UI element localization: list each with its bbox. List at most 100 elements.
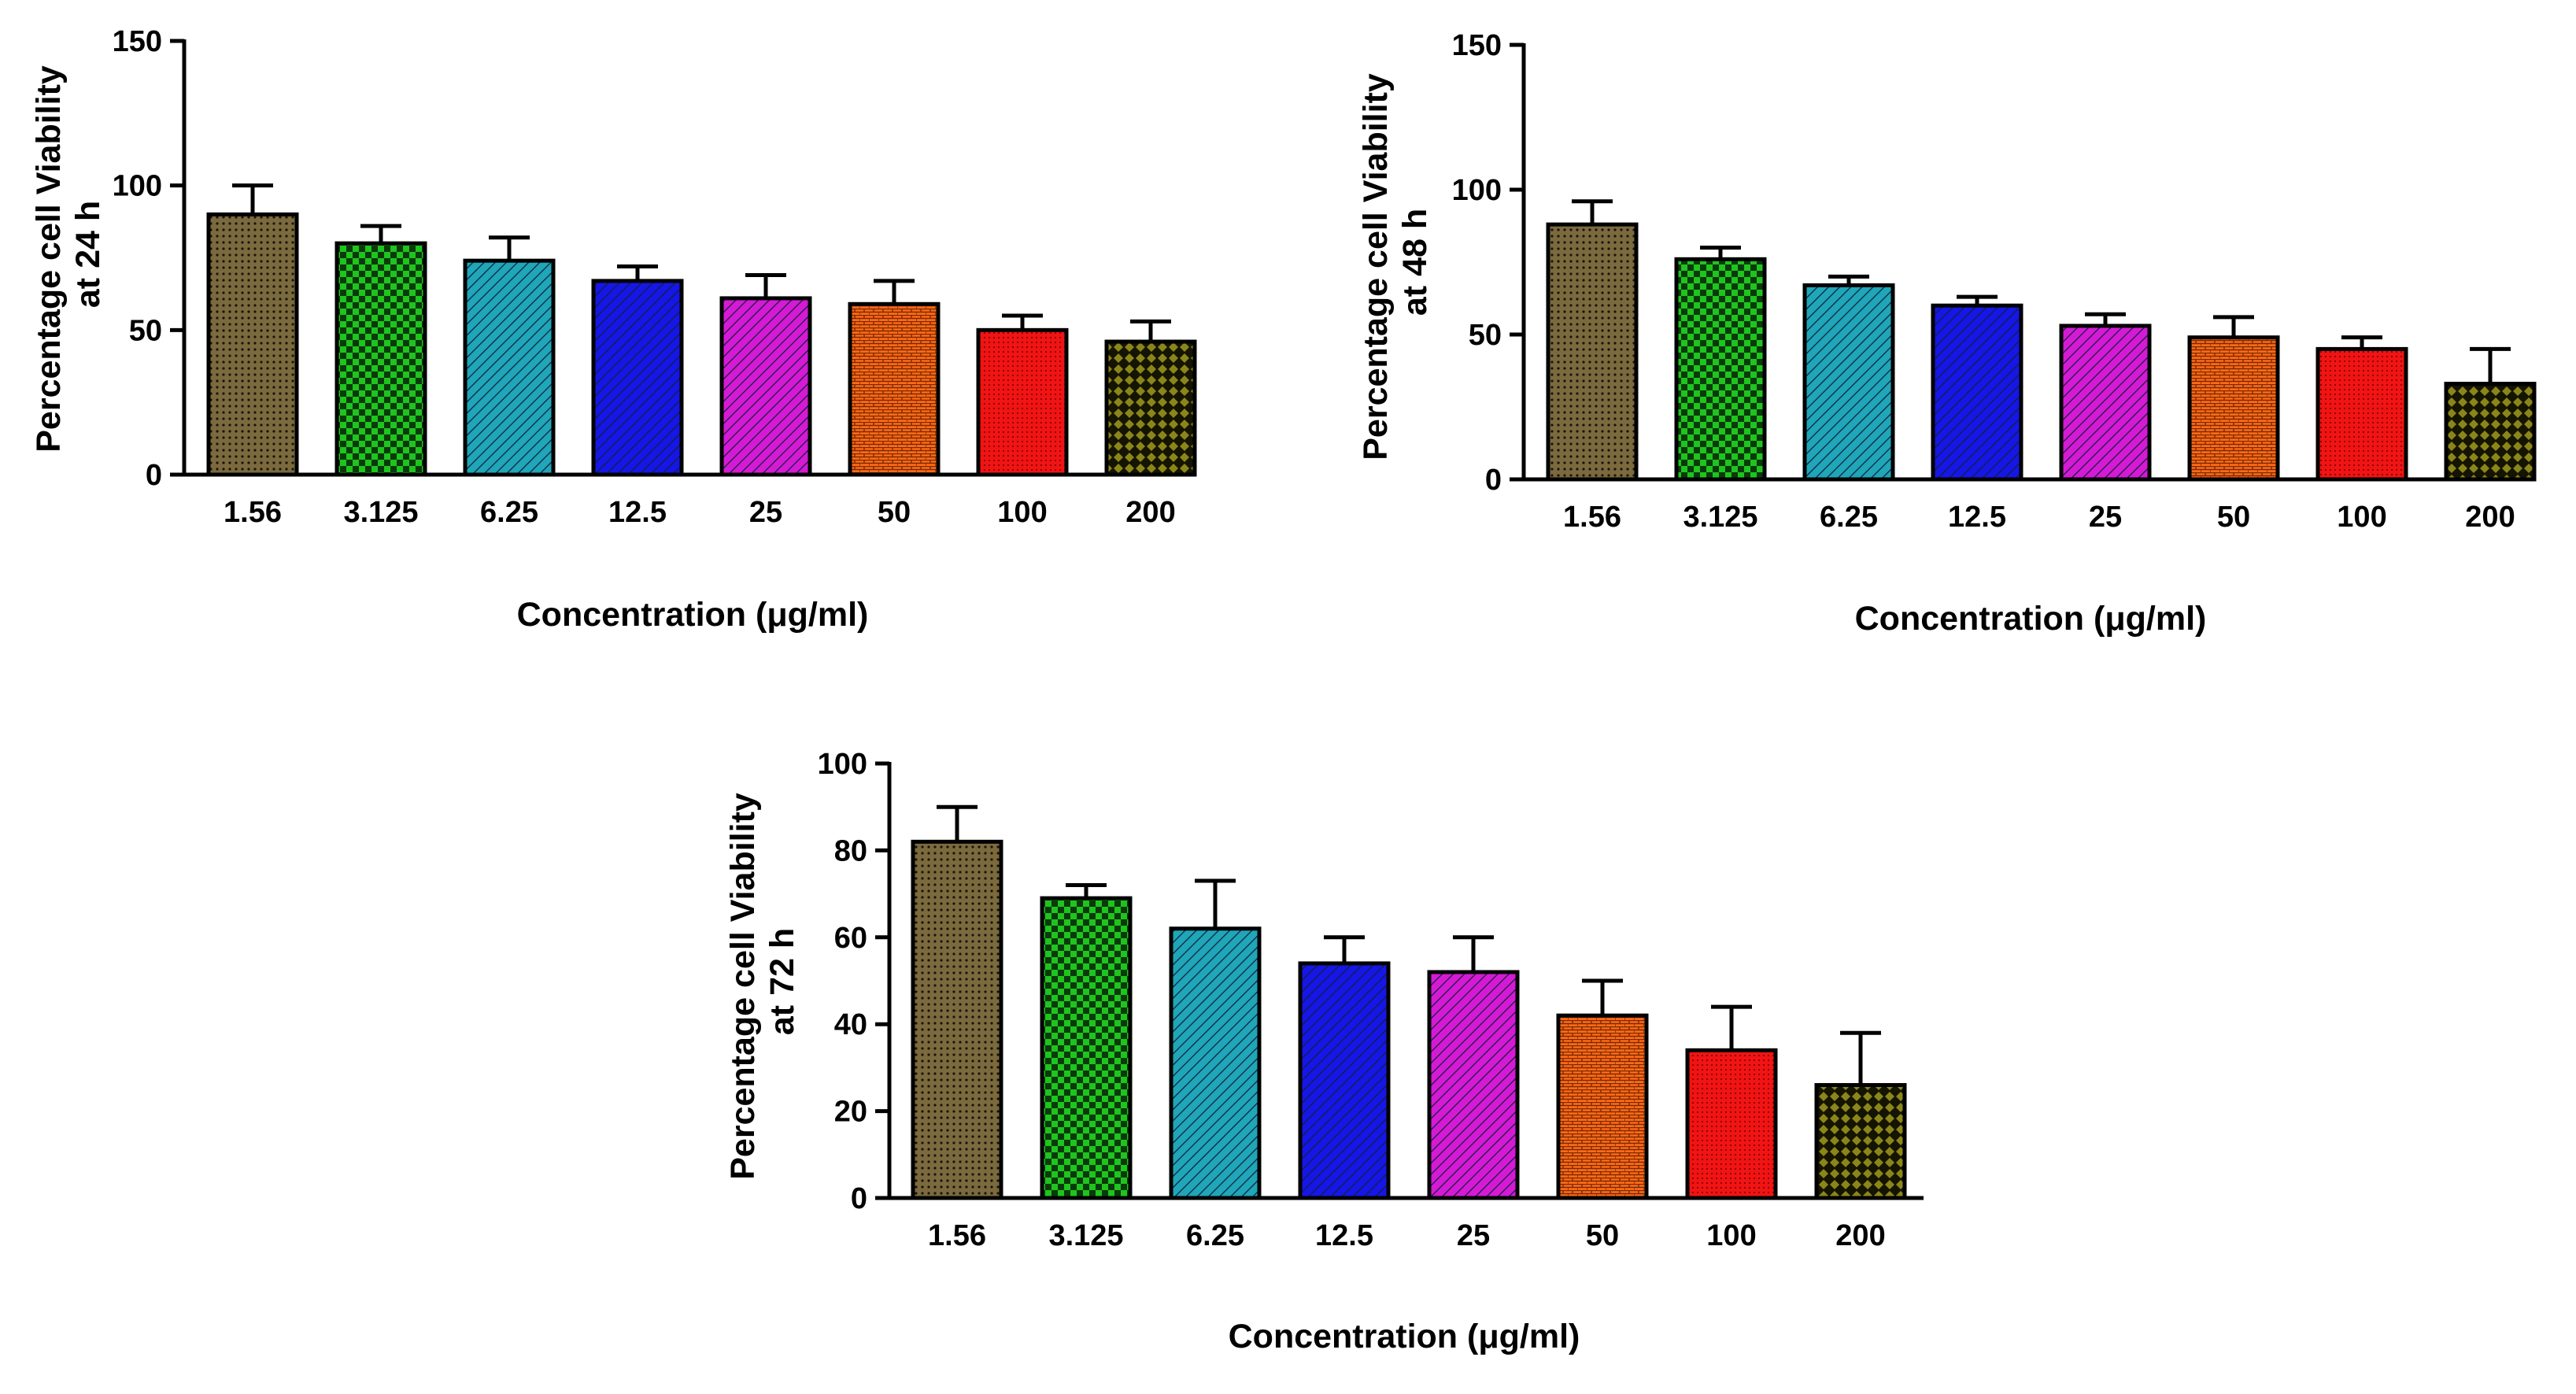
error-bar-50: [1582, 978, 1623, 1016]
x-tick-label: 100: [997, 496, 1047, 529]
x-tick-label: 6.25: [480, 496, 538, 529]
x-tick-label: 25: [1457, 1219, 1490, 1252]
error-bar-200: [2470, 346, 2511, 384]
bar-12.5: [591, 279, 684, 477]
error-bar-6.25: [1195, 878, 1236, 929]
bar-6.25: [463, 258, 556, 477]
y-tick-label: 50: [1469, 319, 1502, 352]
y-axis-title-24h: Percentage cell Viability at 24 h: [30, 56, 107, 453]
error-bars-24h: [232, 183, 1171, 342]
y-axis-title-48h: Percentage cell Viability at 48 h: [1357, 64, 1434, 460]
y-axis-title-line1: Percentage cell Viability: [724, 793, 762, 1180]
bar-1.56: [911, 839, 1003, 1200]
bars-24h: [206, 212, 1197, 477]
error-bar-3.125: [360, 224, 401, 244]
y-tick-label: 100: [113, 170, 162, 203]
error-bar-3.125: [1700, 246, 1741, 260]
y-tick-label: 0: [851, 1182, 867, 1215]
x-axis-title-24h: Concentration (μg/ml): [517, 596, 869, 634]
y-tick-label: 40: [834, 1008, 867, 1041]
x-tick-label: 12.5: [608, 496, 667, 529]
error-bars-48h: [1572, 199, 2511, 384]
error-bar-6.25: [489, 235, 530, 261]
bar-12.5: [1931, 303, 2023, 482]
x-tick-label: 1.56: [928, 1219, 986, 1252]
x-axis-title-72h: Concentration (μg/ml): [1229, 1318, 1580, 1355]
chart-24h: 0 50 100 150 1.56 3.125 6.25 12.5 25 50 100 200 Con…: [30, 25, 1197, 634]
x-tick-label: 50: [2217, 501, 2250, 534]
bar-200: [1104, 339, 1197, 477]
y-axis-title-72h: Percentage cell Viability at 72 h: [724, 783, 801, 1180]
error-bar-50: [2213, 315, 2254, 338]
error-bar-100: [1711, 1004, 1752, 1051]
bar-50: [848, 301, 941, 477]
bar-200: [2444, 382, 2537, 482]
bar-1.56: [1546, 222, 1639, 482]
bar-50: [2187, 335, 2280, 482]
bar-200: [1814, 1082, 1907, 1200]
x-tick-label: 3.125: [343, 496, 418, 529]
bar-12.5: [1298, 961, 1391, 1200]
bar-6.25: [1802, 283, 1895, 482]
error-bar-3.125: [1066, 883, 1107, 899]
x-tick-label: 1.56: [224, 496, 282, 529]
error-bar-6.25: [1828, 274, 1869, 286]
y-axis-title-line1: Percentage cell Viability: [1357, 73, 1395, 460]
y-axis-title-line2: at 72 h: [763, 928, 801, 1035]
x-tick-label: 100: [1706, 1219, 1756, 1252]
bar-100: [2315, 346, 2408, 482]
error-bar-12.5: [1957, 294, 1998, 306]
axes-48h: 0 50 100 150 1.56 3.125 6.25 12.5 25 50 100 200: [1452, 29, 2536, 534]
y-tick-label: 0: [1485, 464, 1502, 497]
error-bar-12.5: [1324, 935, 1365, 963]
error-bar-12.5: [617, 264, 658, 281]
axes-24h: 0 50 100 150 1.56 3.125 6.25 12.5 25 50 100 200: [113, 25, 1196, 529]
x-tick-label: 1.56: [1563, 501, 1621, 534]
y-tick-label: 100: [818, 748, 867, 781]
x-tick-label: 100: [2337, 501, 2386, 534]
x-tick-label: 50: [878, 496, 911, 529]
y-tick-label: 50: [129, 314, 162, 347]
bar-3.125: [1040, 896, 1133, 1200]
x-tick-label: 200: [1835, 1219, 1885, 1252]
bar-1.56: [206, 212, 299, 477]
x-tick-label: 3.125: [1683, 501, 1757, 534]
error-bars-72h: [937, 804, 1881, 1085]
y-axis-title-line2: at 48 h: [1396, 209, 1434, 316]
error-bar-100: [2341, 335, 2382, 349]
error-bar-1.56: [937, 804, 978, 842]
bar-25: [1427, 970, 1520, 1200]
bar-6.25: [1169, 926, 1262, 1200]
bar-3.125: [334, 241, 427, 477]
bar-100: [1685, 1048, 1778, 1200]
error-bar-25: [1453, 935, 1494, 972]
x-tick-label: 200: [2465, 501, 2515, 534]
bar-25: [719, 296, 812, 477]
error-bar-50: [874, 279, 915, 305]
error-bar-1.56: [232, 183, 273, 215]
x-tick-label: 3.125: [1048, 1219, 1123, 1252]
bar-3.125: [1674, 257, 1767, 482]
x-tick-label: 25: [749, 496, 782, 529]
error-bar-100: [1002, 313, 1043, 331]
error-bar-25: [2085, 312, 2126, 326]
y-tick-label: 150: [113, 25, 162, 58]
error-bar-200: [1840, 1030, 1881, 1085]
y-tick-label: 0: [146, 459, 162, 492]
y-axis-title-line1: Percentage cell Viability: [30, 65, 68, 453]
bar-25: [2059, 324, 2152, 482]
x-axis-title-48h: Concentration (μg/ml): [1855, 600, 2207, 638]
x-tick-label: 6.25: [1186, 1219, 1244, 1252]
bar-100: [976, 327, 1069, 477]
error-bar-25: [745, 273, 786, 298]
y-tick-label: 20: [834, 1096, 867, 1129]
x-tick-label: 12.5: [1315, 1219, 1373, 1252]
x-tick-label: 200: [1125, 496, 1175, 529]
axes-72h: 0 20 40 60 80 100 1.56 3.125 6.25 12.5 25 50 100 200: [818, 748, 1924, 1252]
x-tick-label: 12.5: [1948, 501, 2006, 534]
x-tick-label: 50: [1586, 1219, 1619, 1252]
y-tick-label: 60: [834, 922, 867, 955]
bars-72h: [911, 839, 1907, 1200]
